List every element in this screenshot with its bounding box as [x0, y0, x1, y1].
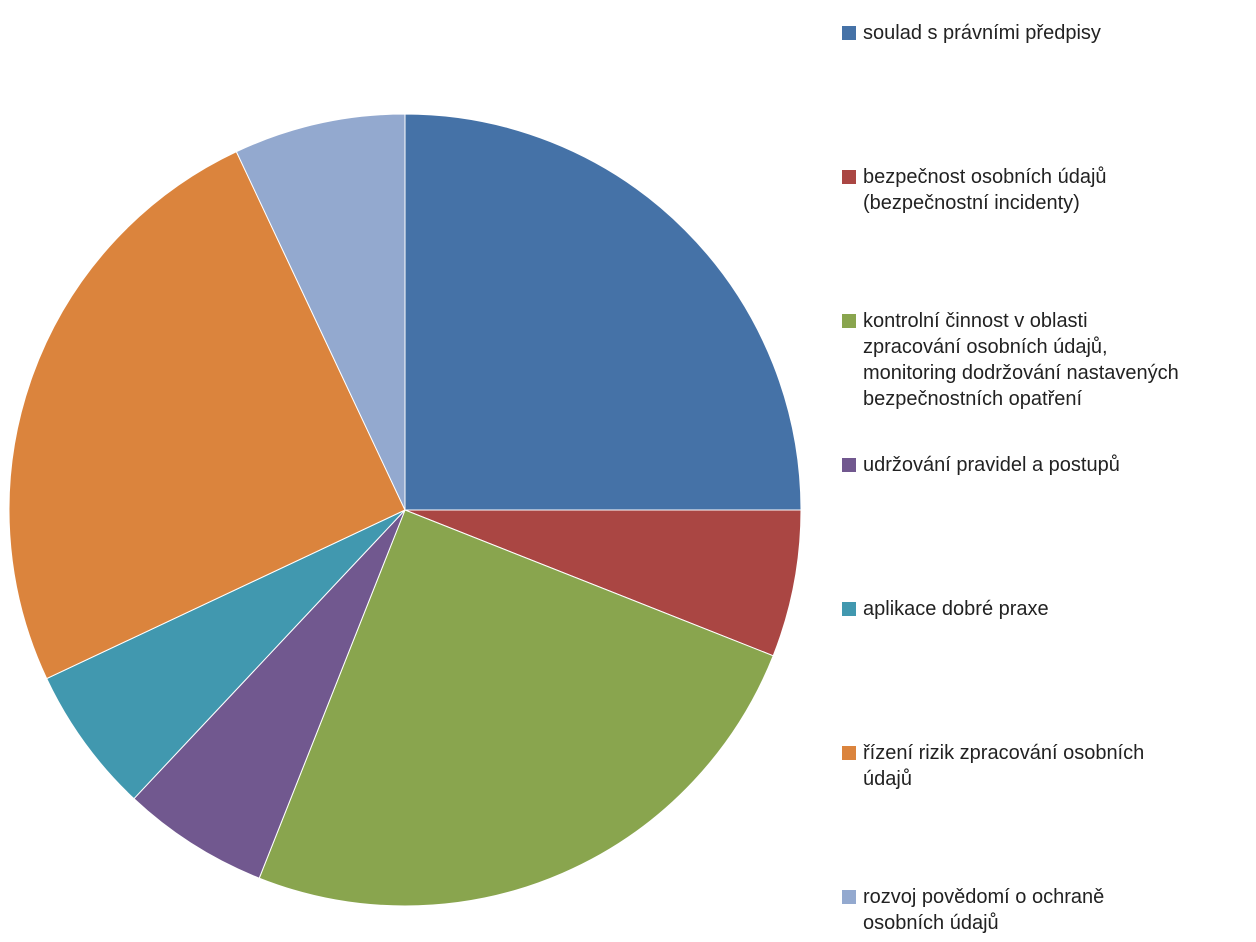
legend-swatch-5 [842, 746, 856, 760]
pie-slice-0 [404, 113, 802, 511]
legend-label-0: soulad s právními předpisy [863, 22, 1101, 44]
legend-label-1: bezpečnost osobních údajů (bezpečnostní … [863, 166, 1107, 214]
legend-label-3: udržování pravidel a postupů [863, 454, 1120, 476]
legend-label-5: řízení rizik zpracování osobních údajů [863, 742, 1145, 790]
legend-item-2: kontrolní činnost v oblasti zpracování o… [842, 302, 1179, 412]
legend-item-6: rozvoj povědomí o ochraně osobních údajů [842, 878, 1104, 936]
legend-label-6: rozvoj povědomí o ochraně osobních údajů [863, 886, 1105, 934]
legend-item-5: řízení rizik zpracování osobních údajů [842, 734, 1144, 792]
pie-slice-6 [235, 113, 406, 511]
legend-swatch-0 [842, 26, 856, 40]
pie-slice-1 [404, 509, 802, 657]
legend-item-4: aplikace dobré praxe [842, 590, 1049, 622]
legend-item-1: bezpečnost osobních údajů (bezpečnostní … [842, 158, 1107, 216]
pie-slice-4 [46, 509, 406, 800]
pie-slice-5 [8, 151, 406, 680]
legend-label-4: aplikace dobré praxe [863, 598, 1049, 620]
pie-slice-2 [258, 509, 774, 907]
legend-item-0: soulad s právními předpisy [842, 14, 1101, 46]
pie-chart [8, 113, 802, 907]
pie-slice-3 [133, 509, 406, 879]
legend-swatch-3 [842, 458, 856, 472]
legend-swatch-2 [842, 314, 856, 328]
legend-swatch-1 [842, 170, 856, 184]
legend: soulad s právními předpisy bezpečnost os… [842, 0, 1256, 942]
legend-item-3: udržování pravidel a postupů [842, 446, 1120, 478]
legend-label-2: kontrolní činnost v oblasti zpracování o… [863, 310, 1179, 410]
legend-swatch-4 [842, 602, 856, 616]
legend-swatch-6 [842, 890, 856, 904]
